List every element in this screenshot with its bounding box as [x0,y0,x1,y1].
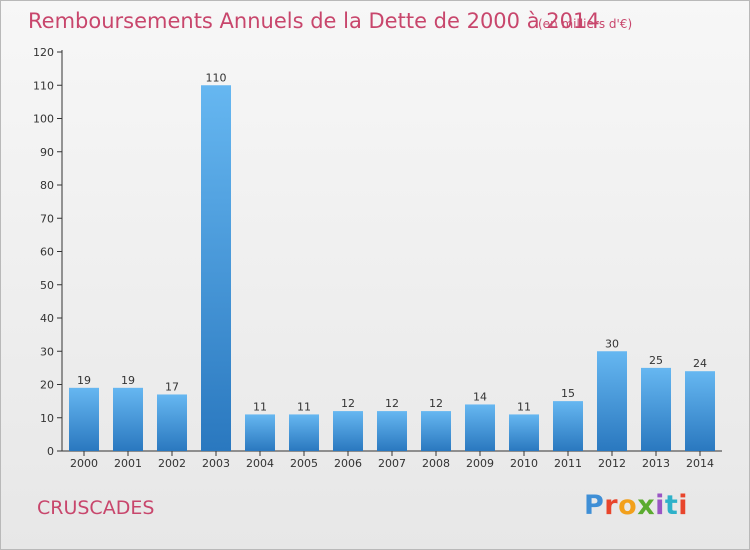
x-tick-label: 2010 [510,457,538,470]
bar [685,371,715,451]
x-tick-label: 2011 [554,457,582,470]
y-tick-label: 110 [33,79,54,92]
bar [69,387,99,451]
y-tick-label: 70 [40,212,54,225]
y-tick-label: 40 [40,312,54,325]
x-tick-label: 2005 [290,457,318,470]
bar [553,401,583,451]
bar-value-label: 15 [561,387,575,400]
x-axis: 2000 2001 2002 2003 2004 2005 2006 2007 2008 2009… [62,450,722,470]
bar [641,367,671,451]
bar-value-label: 14 [473,390,487,403]
bar-value-label: 19 [121,374,135,387]
bar [289,414,319,451]
bar-value-label: 11 [517,400,531,413]
bar [157,394,187,451]
x-tick-label: 2012 [598,457,626,470]
bar [333,411,363,451]
bar-value-label: 110 [206,71,227,84]
y-tick-label: 60 [40,246,54,259]
logo-letter: x [637,490,656,521]
y-tick-label: 90 [40,146,54,159]
logo-letter: r [604,490,619,521]
logo-letter: i [678,490,689,521]
x-tick-label: 2007 [378,457,406,470]
x-tick-label: 2001 [114,457,142,470]
bar-value-label: 11 [253,400,267,413]
commune-name: CRUSCADES [37,497,155,519]
bar-value-label: 11 [297,400,311,413]
bar [113,387,143,451]
x-tick-label: 2009 [466,457,494,470]
y-tick-label: 120 [33,46,54,59]
y-tick-label: 100 [33,113,54,126]
bar-value-label: 25 [649,354,663,367]
logo-letter: i [655,490,665,521]
x-tick-label: 2000 [70,457,98,470]
x-tick-label: 2004 [246,457,274,470]
bar-value-label: 30 [605,337,619,350]
y-tick-label: 30 [40,345,54,358]
bar [245,414,275,451]
bar [421,411,451,451]
bar [201,85,231,451]
proxiti-logo: Proxiti [584,490,688,521]
bar [465,404,495,451]
bar-value-label: 17 [165,380,179,393]
y-tick-label: 0 [47,445,54,458]
x-tick-label: 2006 [334,457,362,470]
y-tick-label: 80 [40,179,54,192]
chart-title: Remboursements Annuels de la Dette de 20… [28,9,600,33]
logo-letter: o [618,490,638,521]
bar [597,351,627,451]
y-axis: 0 10 20 30 40 50 60 70 80 90 100 110 120 [33,46,63,458]
chart-subtitle: (en milliers d'€) [538,17,633,31]
x-tick-label: 2013 [642,457,670,470]
y-tick-label: 50 [40,279,54,292]
x-tick-label: 2002 [158,457,186,470]
bar-value-label: 12 [341,397,355,410]
y-tick-label: 20 [40,379,54,392]
bar-value-label: 24 [693,357,707,370]
logo-letter: t [664,490,679,521]
bar-value-label: 12 [429,397,443,410]
logo-letter: P [584,490,605,521]
bar [509,414,539,451]
bar-value-label: 12 [385,397,399,410]
bars: 19 19 17 110 11 11 12 12 12 14 11 15 30 25 24 [69,71,715,451]
bar [377,411,407,451]
bar-value-label: 19 [77,374,91,387]
x-tick-label: 2014 [686,457,714,470]
x-tick-label: 2003 [202,457,230,470]
y-tick-label: 10 [40,412,54,425]
x-tick-label: 2008 [422,457,450,470]
